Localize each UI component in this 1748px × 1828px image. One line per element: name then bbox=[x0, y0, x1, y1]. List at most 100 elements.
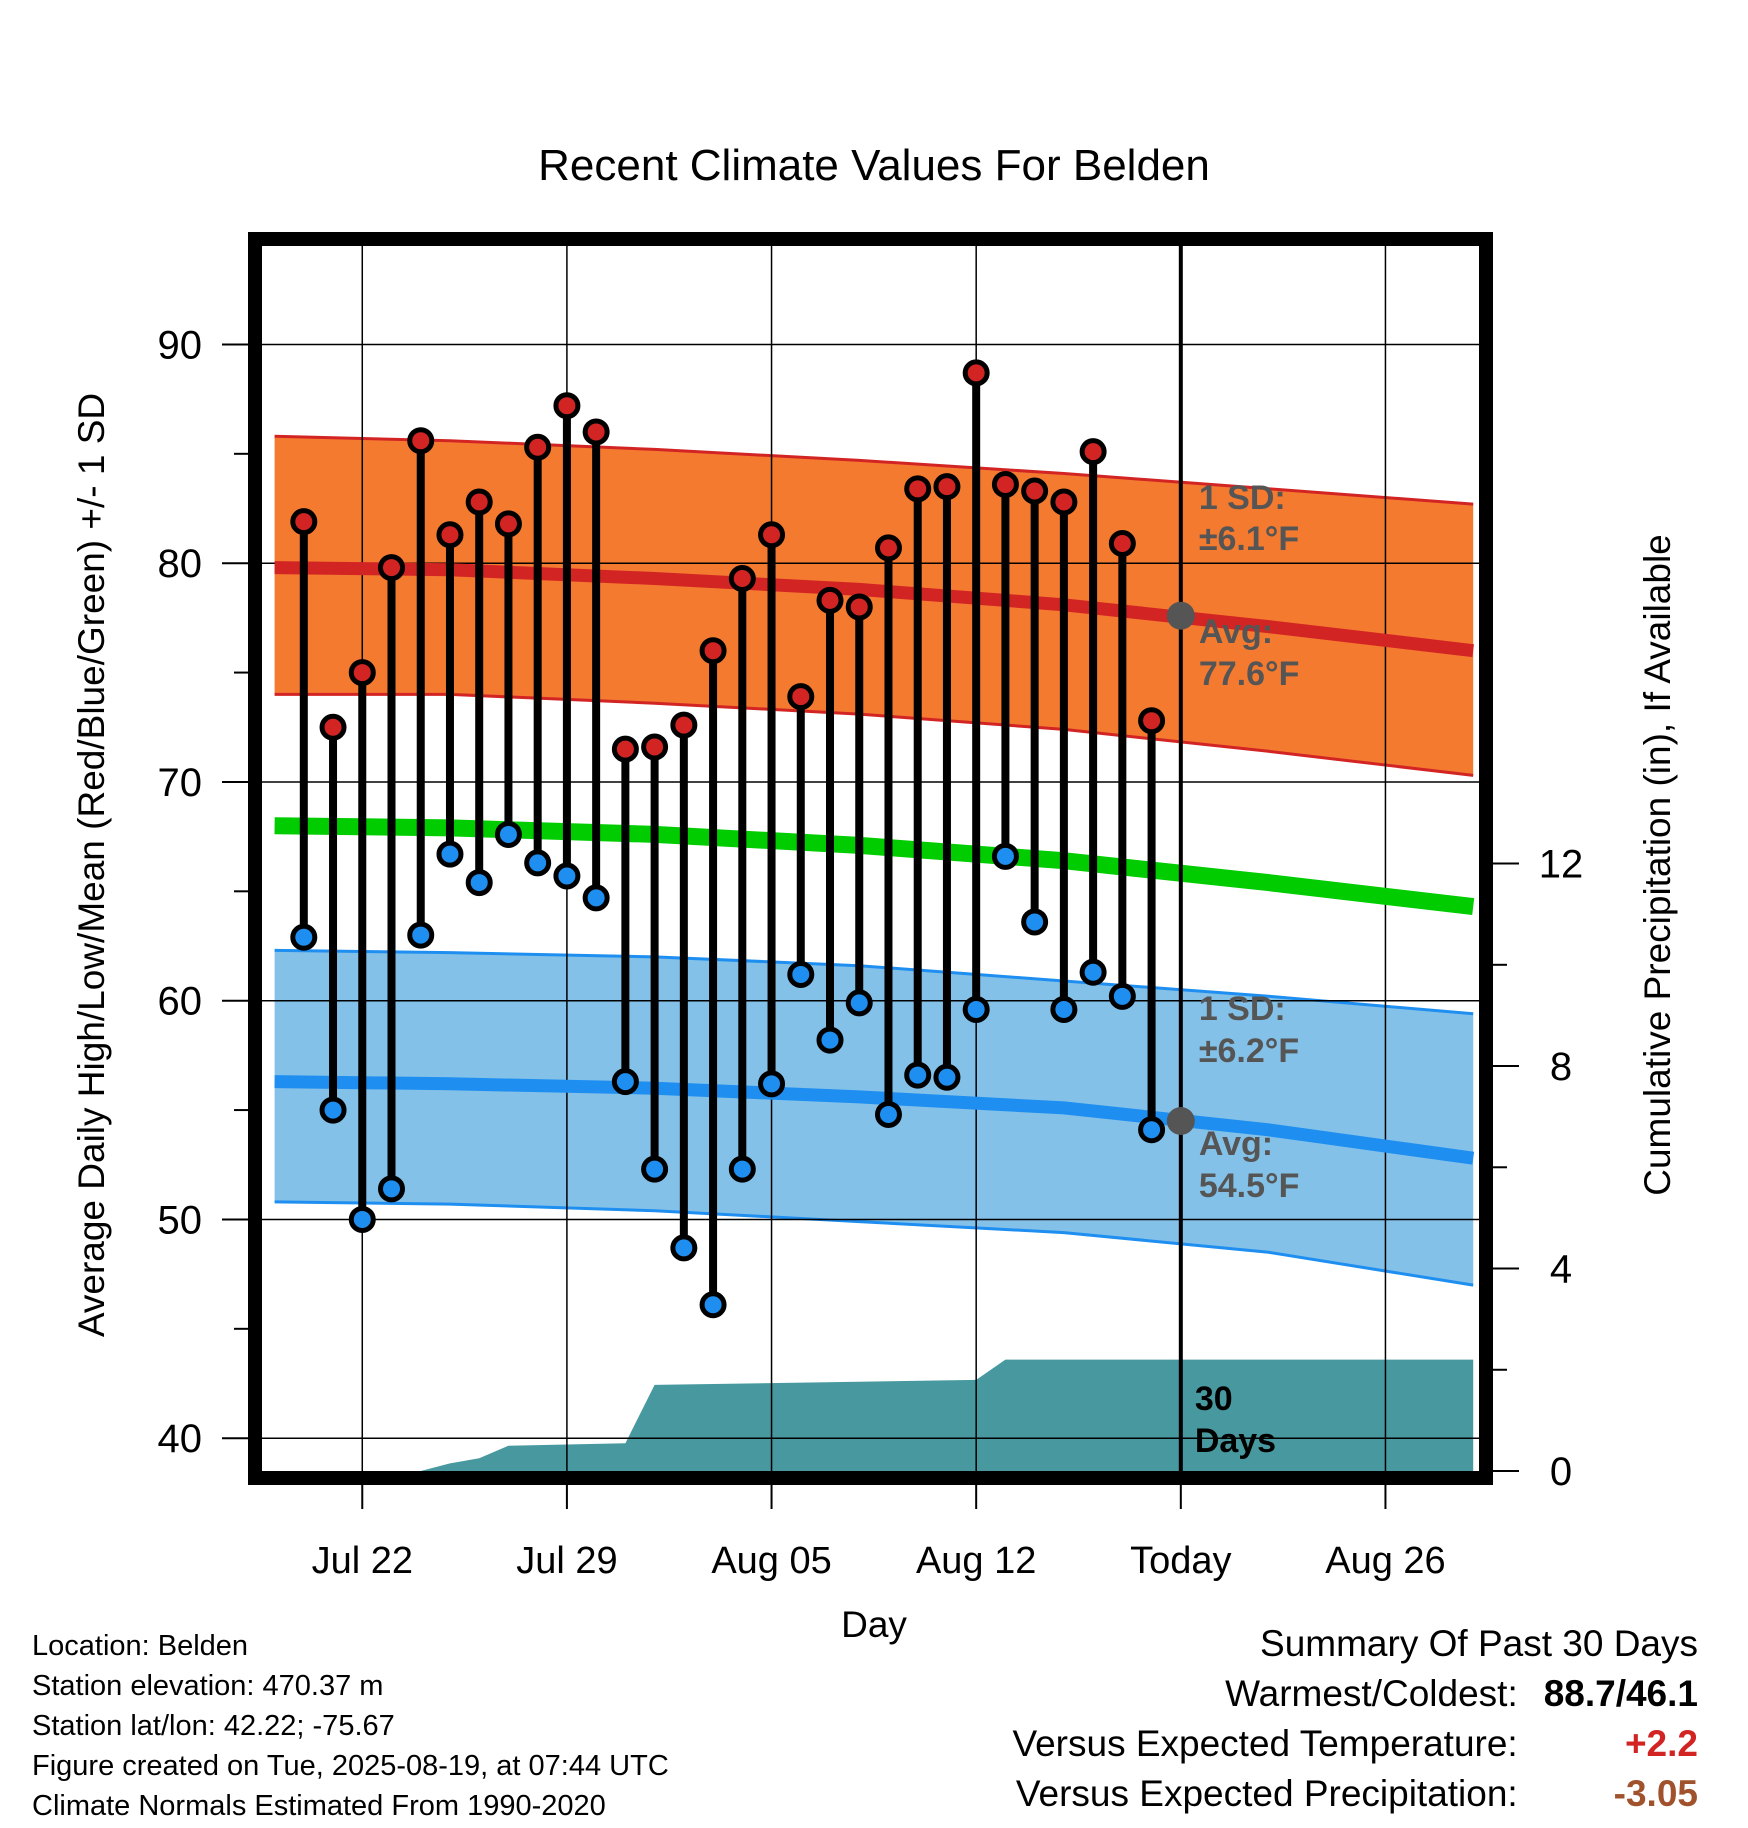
low-sd-band-fill bbox=[274, 950, 1474, 1286]
daily-high-point bbox=[290, 508, 318, 536]
daily-high-point bbox=[991, 470, 1019, 498]
daily-high-point bbox=[553, 392, 581, 420]
daily-high-point bbox=[933, 473, 961, 501]
high-avg-value: 77.6°F bbox=[1199, 655, 1300, 693]
y-tick-label: 90 bbox=[158, 323, 203, 367]
meta-latlon: Station lat/lon: 42.22; -75.67 bbox=[32, 1710, 395, 1742]
meta-created: Figure created on Tue, 2025-08-19, at 07… bbox=[32, 1750, 669, 1782]
y2-tick-label: 12 bbox=[1539, 843, 1584, 887]
daily-low-point bbox=[641, 1155, 669, 1183]
y-tick-label: 60 bbox=[158, 980, 203, 1024]
daily-high-point bbox=[524, 433, 552, 461]
low-avg-value: 54.5°F bbox=[1199, 1167, 1300, 1205]
daily-high-point bbox=[582, 418, 610, 446]
daily-low-point bbox=[494, 820, 522, 848]
daily-low-point bbox=[553, 862, 581, 890]
high-sd-label: 1 SD: bbox=[1199, 479, 1286, 517]
daily-low-point bbox=[1021, 908, 1049, 936]
high-avg-label: Avg: bbox=[1199, 613, 1273, 651]
daily-high-point bbox=[670, 711, 698, 739]
daily-low-point bbox=[991, 842, 1019, 870]
daily-high-point bbox=[407, 427, 435, 455]
daily-high-point bbox=[699, 637, 727, 665]
daily-low-point bbox=[874, 1100, 902, 1128]
daily-low-point bbox=[436, 840, 464, 868]
y-axis-label: Average Daily High/Low/Mean (Red/Blue/Gr… bbox=[71, 393, 112, 1337]
daily-high-point bbox=[787, 683, 815, 711]
daily-low-point bbox=[1079, 958, 1107, 986]
x-tick-label: Jul 29 bbox=[516, 1540, 617, 1582]
daily-high-point bbox=[1108, 530, 1136, 557]
daily-high-point bbox=[378, 554, 406, 582]
low-sd-value: ±6.2°F bbox=[1199, 1032, 1299, 1070]
daily-high-point bbox=[758, 521, 786, 549]
daily-low-point bbox=[699, 1291, 727, 1319]
y2-tick-label: 4 bbox=[1550, 1248, 1572, 1292]
summary-precip: Versus Expected Precipitation: -3.05 bbox=[1016, 1773, 1698, 1815]
x-axis-label: Day bbox=[841, 1604, 907, 1645]
daily-low-point bbox=[524, 849, 552, 877]
daily-high-point bbox=[1138, 707, 1166, 735]
daily-low-point bbox=[348, 1205, 376, 1233]
x-tick-label: Aug 26 bbox=[1325, 1540, 1445, 1582]
x-tick-label: Aug 05 bbox=[711, 1540, 831, 1582]
y-tick-label: 50 bbox=[158, 1198, 203, 1242]
warm-cold-value: 88.7/46.1 bbox=[1543, 1673, 1698, 1714]
daily-low-point bbox=[904, 1061, 932, 1089]
days-label: Days bbox=[1195, 1422, 1276, 1460]
daily-high-point bbox=[874, 534, 902, 562]
data-marks bbox=[290, 359, 1166, 1319]
x-tick-label: Today bbox=[1130, 1540, 1231, 1582]
high-sd-band-fill bbox=[274, 436, 1474, 776]
daily-low-point bbox=[407, 921, 435, 949]
daily-high-point bbox=[494, 510, 522, 538]
daily-high-point bbox=[611, 735, 639, 763]
daily-low-point bbox=[319, 1096, 347, 1124]
daily-high-point bbox=[904, 475, 932, 503]
daily-low-point bbox=[758, 1070, 786, 1098]
daily-low-point bbox=[582, 884, 610, 912]
daily-low-point bbox=[465, 869, 493, 897]
y2-tick-label: 0 bbox=[1550, 1450, 1572, 1494]
daily-high-point bbox=[641, 733, 669, 761]
daily-low-point bbox=[816, 1026, 844, 1054]
daily-high-point bbox=[465, 488, 493, 516]
daily-low-point bbox=[787, 960, 815, 988]
daily-low-point bbox=[290, 923, 318, 951]
meta-location: Location: Belden bbox=[32, 1630, 249, 1662]
daily-high-point bbox=[1050, 488, 1078, 516]
plot-frame bbox=[248, 232, 1493, 1485]
daily-low-point bbox=[845, 989, 873, 1017]
daily-low-point bbox=[1138, 1116, 1166, 1144]
daily-high-point bbox=[436, 521, 464, 549]
days-count: 30 bbox=[1195, 1380, 1233, 1418]
precip-area bbox=[274, 1359, 1474, 1471]
daily-high-point bbox=[962, 359, 990, 387]
warm-cold-label: Warmest/Coldest: bbox=[1225, 1673, 1518, 1714]
daily-low-point bbox=[962, 995, 990, 1023]
y-tick-label: 40 bbox=[158, 1417, 203, 1461]
chart-title: Recent Climate Values For Belden bbox=[538, 141, 1210, 190]
x-tick-label: Jul 22 bbox=[312, 1540, 413, 1582]
high-sd-value: ±6.1°F bbox=[1199, 520, 1299, 558]
daily-high-point bbox=[728, 565, 756, 592]
meta-normals: Climate Normals Estimated From 1990-2020 bbox=[32, 1790, 606, 1822]
temp-value: +2.2 bbox=[1624, 1723, 1698, 1764]
daily-low-point bbox=[1108, 982, 1136, 1010]
meta-elevation: Station elevation: 470.37 m bbox=[32, 1670, 384, 1702]
daily-high-point bbox=[319, 713, 347, 741]
daily-high-point bbox=[1079, 438, 1107, 466]
low-sd-label: 1 SD: bbox=[1199, 990, 1286, 1028]
y2-tick-label: 8 bbox=[1550, 1045, 1572, 1089]
daily-high-point bbox=[816, 586, 844, 614]
summary-warm-cold: Warmest/Coldest: 88.7/46.1 bbox=[1225, 1673, 1698, 1715]
daily-low-point bbox=[728, 1155, 756, 1183]
daily-low-point bbox=[670, 1234, 698, 1262]
precip-value: -3.05 bbox=[1613, 1773, 1698, 1814]
precip-label: Versus Expected Precipitation: bbox=[1015, 1773, 1518, 1814]
y2-axis-label: Cumulative Precipitation (in), If Availa… bbox=[1637, 534, 1678, 1196]
y-tick-label: 70 bbox=[158, 761, 203, 805]
daily-low-point bbox=[611, 1068, 639, 1096]
